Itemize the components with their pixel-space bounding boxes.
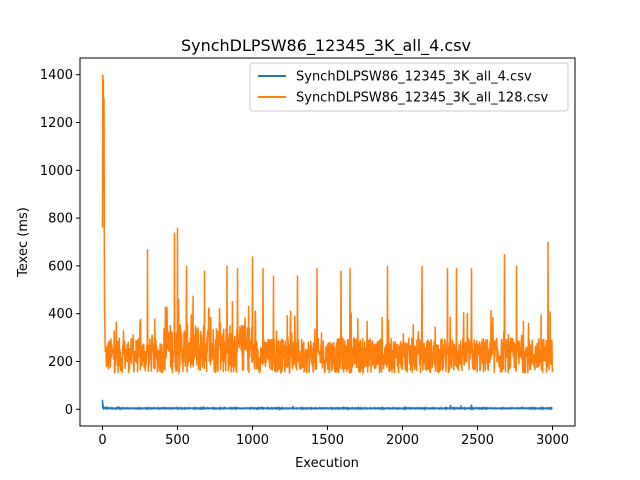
x-axis-title: Execution	[295, 456, 359, 471]
series-line-128	[101, 74, 554, 376]
y-tick-label: 1400	[40, 68, 73, 83]
y-tick-label: 0	[65, 403, 73, 418]
y-tick-label: 200	[48, 355, 73, 370]
x-tick-label: 1500	[311, 433, 344, 448]
x-tick-label: 0	[98, 433, 106, 448]
legend: SynchDLPSW86_12345_3K_all_4.csv SynchDLPS…	[249, 62, 569, 112]
y-tick-label: 600	[48, 259, 73, 274]
legend-box	[249, 62, 569, 112]
series-line-4	[101, 399, 553, 411]
y-tick-label: 800	[48, 212, 73, 227]
legend-label: SynchDLPSW86_12345_3K_all_4.csv	[296, 70, 532, 85]
x-tick-label: 2500	[461, 433, 494, 448]
y-tick-label: 1200	[40, 116, 73, 131]
x-tick-label: 3000	[536, 433, 569, 448]
y-tick-label: 1000	[40, 164, 73, 179]
plot-lines	[101, 74, 554, 411]
x-tick-label: 500	[165, 433, 190, 448]
x-axis: 0 500 1000 1500 2000 2500 3000	[98, 426, 569, 448]
y-tick-label: 400	[48, 307, 73, 322]
chart-title: SynchDLPSW86_12345_3K_all_4.csv	[181, 36, 471, 56]
legend-label: SynchDLPSW86_12345_3K_all_128.csv	[296, 91, 549, 106]
x-tick-label: 1000	[236, 433, 269, 448]
x-tick-label: 2000	[386, 433, 419, 448]
y-axis: 0 200 400 600 800 1000 1200 1400	[40, 68, 80, 418]
y-axis-title: Texec (ms)	[16, 207, 31, 278]
